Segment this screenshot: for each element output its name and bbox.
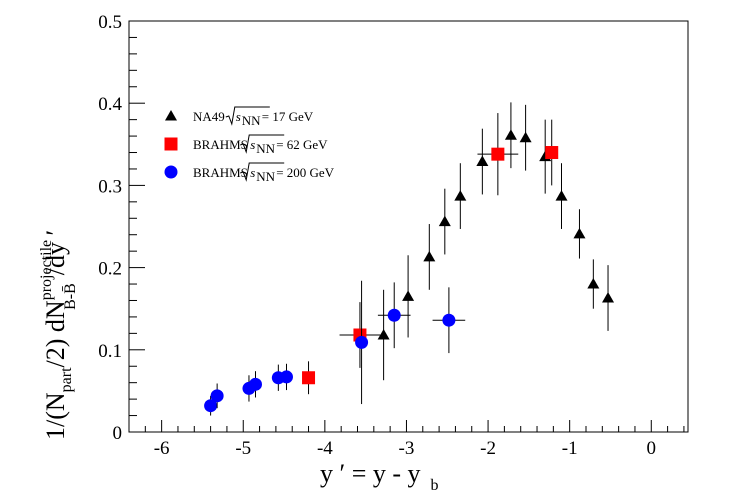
series-square [302, 113, 559, 395]
legend-sqrt-s: s [236, 109, 241, 124]
data-point-square [491, 147, 505, 161]
data-point-triangle [555, 190, 568, 201]
data-point-square [545, 146, 559, 160]
plot-frame [128, 20, 689, 433]
data-point-circle [279, 370, 293, 384]
data-point-triangle [402, 290, 415, 301]
data-point-triangle [454, 190, 467, 201]
data-point-triangle [573, 227, 586, 239]
data-point-triangle [602, 292, 615, 303]
data-point-triangle [423, 250, 436, 262]
legend-label: BRAHMS [193, 165, 248, 180]
sqrt-symbol [225, 106, 270, 126]
legend-value: = 200 GeV [276, 165, 334, 180]
x-tick-label: -4 [317, 438, 333, 459]
legend-sqrt-s: s [250, 137, 255, 152]
data-point-triangle [519, 131, 532, 143]
data-point-triangle [438, 215, 451, 227]
legend-value: = 17 GeV [262, 109, 314, 124]
legend-marker-circle [164, 165, 178, 179]
y-tick-label: 0 [113, 423, 123, 444]
data-point-circle [442, 313, 456, 327]
sqrt-symbol [240, 162, 285, 182]
legend-label: BRAHMS [193, 137, 248, 152]
data-point-circle [204, 399, 218, 413]
data-point-circle [210, 389, 224, 403]
legend-sqrt-sub: NN [256, 141, 275, 156]
legend-sqrt-sub: NN [256, 169, 275, 184]
x-tick-label: 0 [647, 438, 657, 459]
y-tick-label: 0.5 [98, 12, 122, 33]
data-point-circle [387, 308, 401, 322]
sqrt-symbol [240, 134, 285, 154]
legend-sqrt-s: s [250, 165, 255, 180]
data-point-triangle [504, 129, 517, 140]
x-tick-label: -2 [480, 438, 496, 459]
legend-marker-triangle [165, 110, 177, 121]
x-tick-label: -6 [154, 438, 170, 459]
data-point-circle [248, 377, 262, 391]
series-triangle [377, 102, 615, 381]
x-tick-label: -1 [562, 438, 578, 459]
data-point-square [302, 371, 316, 385]
data-point-circle [355, 335, 369, 349]
y-tick-label: 0.1 [98, 341, 122, 362]
data-point-triangle [476, 155, 489, 167]
y-tick-label: 0.4 [98, 94, 122, 115]
data-layer [204, 102, 615, 416]
data-point-triangle [377, 329, 390, 340]
series-circle [204, 280, 466, 416]
y-axis-title: 1/(Npart/2) dNprojectile B-B̄/dy ′ [38, 230, 79, 440]
x-tick-label: -5 [235, 438, 251, 459]
axes-layer: -6 -5 -4 -3 -2 -1 0 0 0.1 0.2 0.3 0.4 0.5 [98, 12, 689, 459]
data-point-triangle [587, 278, 600, 289]
legend-sqrt-sub: NN [242, 113, 261, 128]
legend-marker-square [164, 137, 178, 151]
legend-value: = 62 GeV [276, 137, 328, 152]
y-tick-label: 0.3 [98, 176, 122, 197]
y-tick-label: 0.2 [98, 259, 122, 280]
legend-label: NA49 [193, 109, 225, 124]
x-tick-label: -3 [399, 438, 415, 459]
